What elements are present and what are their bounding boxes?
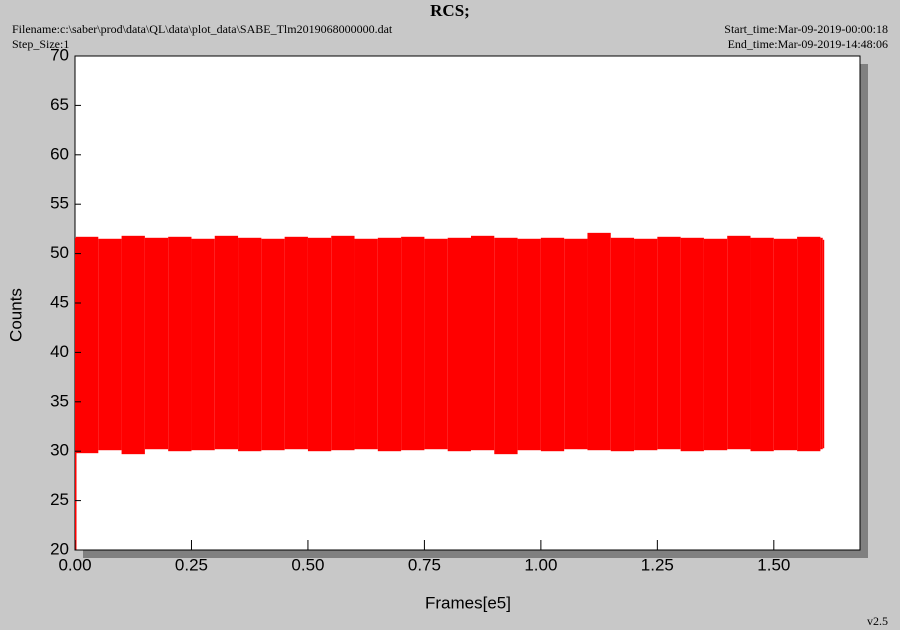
x-tick-label: 1.00 bbox=[524, 555, 557, 574]
x-tick-label: 0.75 bbox=[408, 555, 441, 574]
y-tick-label: 60 bbox=[50, 144, 69, 163]
range-bar bbox=[820, 237, 823, 450]
y-tick-label: 70 bbox=[50, 45, 69, 64]
start-time: Start_time:Mar-09-2019-00:00:18 bbox=[724, 22, 888, 36]
range-bar bbox=[377, 237, 402, 452]
range-bar bbox=[98, 238, 122, 451]
range-bar bbox=[822, 239, 825, 449]
range-bar bbox=[307, 237, 332, 452]
range-bar bbox=[168, 236, 192, 452]
range-bar bbox=[261, 238, 285, 451]
x-tick-label: 0.50 bbox=[291, 555, 324, 574]
chart-title: RCS; bbox=[430, 1, 470, 20]
range-bar bbox=[191, 238, 215, 451]
y-axis-label: Counts bbox=[6, 288, 25, 342]
range-bar bbox=[750, 237, 774, 452]
y-tick-label: 35 bbox=[50, 391, 69, 410]
range-bar bbox=[447, 237, 471, 452]
range-bar bbox=[680, 237, 704, 452]
x-tick-label: 1.25 bbox=[641, 555, 674, 574]
range-bar bbox=[610, 237, 635, 452]
version: v2.5 bbox=[867, 614, 888, 628]
range-bar bbox=[797, 236, 821, 452]
range-bar bbox=[401, 236, 425, 451]
range-bar bbox=[634, 238, 658, 451]
y-tick-label: 45 bbox=[50, 292, 69, 311]
y-tick-label: 20 bbox=[50, 539, 69, 558]
step-size: Step_Size:1 bbox=[12, 37, 69, 51]
x-tick-label: 0.00 bbox=[58, 555, 91, 574]
range-bar bbox=[657, 236, 681, 450]
range-bar bbox=[773, 238, 798, 451]
range-bar bbox=[564, 238, 588, 450]
y-tick-label: 50 bbox=[50, 243, 69, 262]
range-bar bbox=[540, 237, 565, 452]
range-bar bbox=[238, 237, 262, 452]
y-tick-label: 40 bbox=[50, 342, 69, 361]
range-bar bbox=[121, 235, 145, 455]
filename: Filename:c:\saber\prod\data\QL\data\plot… bbox=[12, 22, 393, 36]
range-bar bbox=[424, 238, 448, 450]
range-bar bbox=[144, 237, 169, 450]
x-tick-label: 1.50 bbox=[757, 555, 790, 574]
range-bar bbox=[703, 238, 728, 451]
range-bar bbox=[494, 237, 518, 455]
range-bar bbox=[214, 235, 239, 450]
x-axis-label: Frames[e5] bbox=[425, 593, 511, 612]
y-tick-label: 25 bbox=[50, 490, 69, 509]
x-tick-label: 0.25 bbox=[175, 555, 208, 574]
range-bar bbox=[284, 236, 308, 450]
range-bar bbox=[331, 235, 355, 451]
y-tick-label: 65 bbox=[50, 95, 69, 114]
y-tick-label: 55 bbox=[50, 194, 69, 213]
range-bar bbox=[517, 238, 541, 451]
range-bar bbox=[354, 238, 378, 450]
range-bar bbox=[75, 236, 99, 454]
end-time: End_time:Mar-09-2019-14:48:06 bbox=[728, 37, 888, 51]
range-bar bbox=[470, 235, 495, 451]
range-bar bbox=[727, 235, 751, 450]
range-bar bbox=[587, 232, 611, 451]
range-bar bbox=[75, 237, 77, 551]
y-tick-label: 30 bbox=[50, 441, 69, 460]
